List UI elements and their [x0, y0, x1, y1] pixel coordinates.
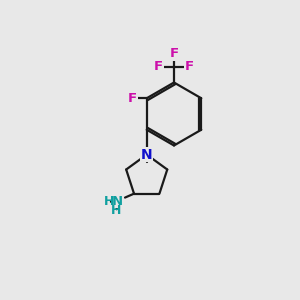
Text: N: N	[141, 148, 152, 162]
Text: N: N	[112, 195, 123, 208]
Text: F: F	[185, 60, 194, 74]
Text: H: H	[104, 195, 114, 208]
Text: F: F	[154, 60, 163, 74]
Text: F: F	[169, 47, 178, 60]
Text: H: H	[110, 204, 121, 217]
Text: F: F	[128, 92, 137, 105]
